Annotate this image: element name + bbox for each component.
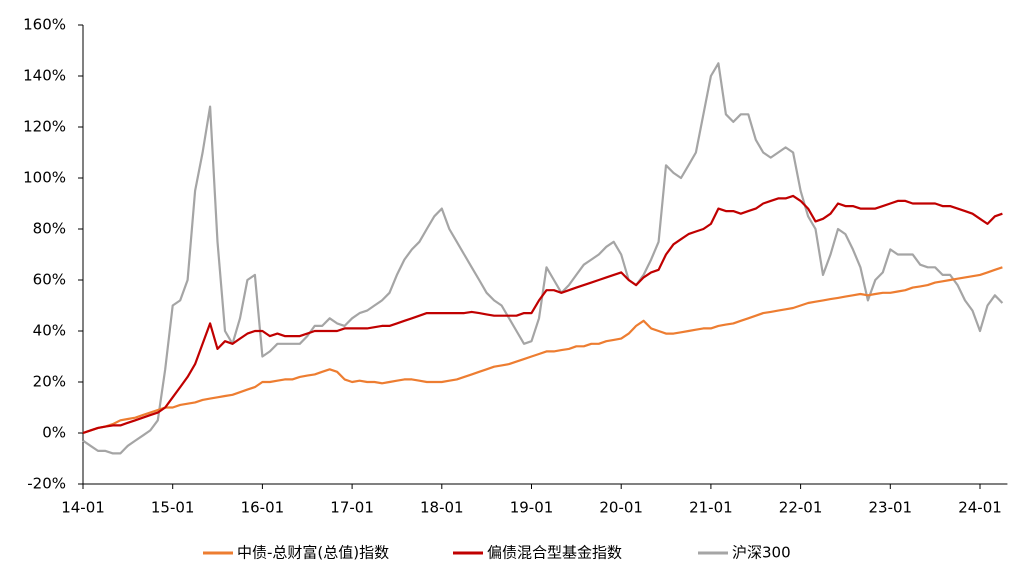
x-tick-label: 16-01 <box>241 499 285 517</box>
y-tick-label: 0% <box>42 424 66 442</box>
series-line <box>82 62 1004 455</box>
x-tick-label: 24-01 <box>958 499 1002 517</box>
y-tick-label: 120% <box>23 118 66 136</box>
legend-label: 中债-总财富(总值)指数 <box>237 544 389 562</box>
x-tick-label: 14-01 <box>61 499 105 517</box>
x-tick-label: 19-01 <box>510 499 554 517</box>
y-tick-label: 60% <box>33 271 66 289</box>
y-tick-label: 160% <box>23 16 66 34</box>
series-line <box>82 266 1003 435</box>
x-tick-label: 17-01 <box>330 499 374 517</box>
y-tick-label: 40% <box>33 322 66 340</box>
x-tick-label: 23-01 <box>869 499 913 517</box>
legend-label: 偏债混合型基金指数 <box>487 544 622 562</box>
x-tick-label: 20-01 <box>599 499 643 517</box>
y-tick-label: 140% <box>23 67 66 85</box>
legend-label: 沪深300 <box>732 544 791 562</box>
x-tick-label: 22-01 <box>779 499 823 517</box>
x-tick-label: 18-01 <box>420 499 464 517</box>
y-tick-label: -20% <box>27 475 66 493</box>
y-tick-label: 100% <box>23 169 66 187</box>
series-line <box>82 194 1003 435</box>
y-tick-label: 20% <box>33 373 66 391</box>
x-tick-label: 15-01 <box>151 499 195 517</box>
y-tick-label: 80% <box>33 220 66 238</box>
x-tick-label: 21-01 <box>689 499 733 517</box>
